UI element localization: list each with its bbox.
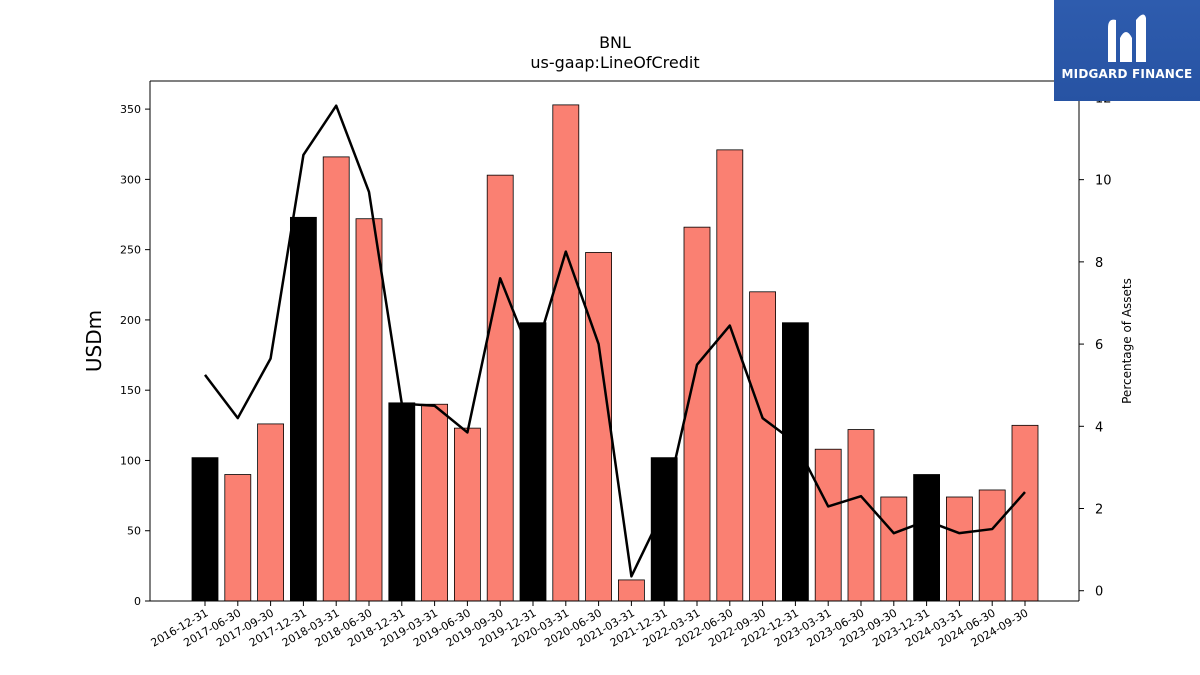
y-tick-label-250: 250 [120, 244, 141, 257]
y-tick-label-50: 50 [127, 525, 141, 538]
bar-2021-12-31 [650, 457, 678, 602]
bar-2023-12-31 [913, 474, 940, 602]
y-axis-label-left: USDm [82, 310, 106, 372]
y2-tick-label-4: 4 [1095, 420, 1103, 435]
y-tick-label-0: 0 [134, 595, 141, 608]
bar-2022-03-31 [683, 226, 711, 602]
y2-tick-label-6: 6 [1095, 338, 1103, 353]
bar-2020-03-31 [552, 104, 580, 602]
chart-subtitle: us-gaap:LineOfCredit [530, 53, 699, 72]
bar-2021-03-31 [618, 579, 645, 602]
bar-2016-12-31 [191, 457, 219, 602]
bar-2023-03-31 [814, 448, 842, 602]
bar-2019-12-31 [519, 322, 547, 602]
bars-layer [191, 104, 1039, 602]
y-tick-label-200: 200 [120, 314, 141, 327]
logo-text: MIDGARD FINANCE [1061, 67, 1193, 81]
y2-tick-label-10: 10 [1095, 174, 1112, 189]
y-axis-label-right: Percentage of Assets [1120, 278, 1134, 404]
bar-2023-06-30 [847, 429, 875, 602]
y-tick-label-300: 300 [120, 173, 141, 186]
y-tick-label-100: 100 [120, 454, 141, 467]
bar-2019-06-30 [453, 427, 481, 602]
midgard-finance-logo: MIDGARD FINANCE [1054, 0, 1200, 101]
bar-2019-03-31 [421, 403, 449, 602]
line-layer [204, 104, 1026, 578]
bar-2023-09-30 [880, 496, 908, 602]
bar-2018-06-30 [355, 218, 383, 602]
y2-tick-label-2: 2 [1095, 503, 1103, 518]
bar-2017-09-30 [257, 423, 285, 602]
bar-2024-03-31 [946, 496, 973, 602]
chart-title: BNL [599, 33, 631, 52]
pct-assets-line [204, 104, 1026, 578]
bar-2020-06-30 [585, 252, 612, 602]
y2-tick-label-8: 8 [1095, 256, 1103, 271]
y-tick-label-350: 350 [120, 103, 141, 116]
bar-2017-12-31 [289, 216, 317, 602]
y-tick-label-150: 150 [120, 384, 141, 397]
y2-tick-label-0: 0 [1095, 585, 1103, 600]
bar-2018-03-31 [322, 156, 350, 602]
bar-2022-06-30 [716, 149, 744, 602]
bar-2024-06-30 [978, 489, 1006, 602]
midgard-m-icon [1108, 14, 1146, 63]
bar-2018-12-31 [388, 402, 416, 602]
bar-2017-06-30 [224, 474, 252, 602]
bar-2022-09-30 [749, 291, 776, 602]
bar-2019-09-30 [486, 174, 514, 602]
bar-2024-09-30 [1011, 424, 1039, 602]
